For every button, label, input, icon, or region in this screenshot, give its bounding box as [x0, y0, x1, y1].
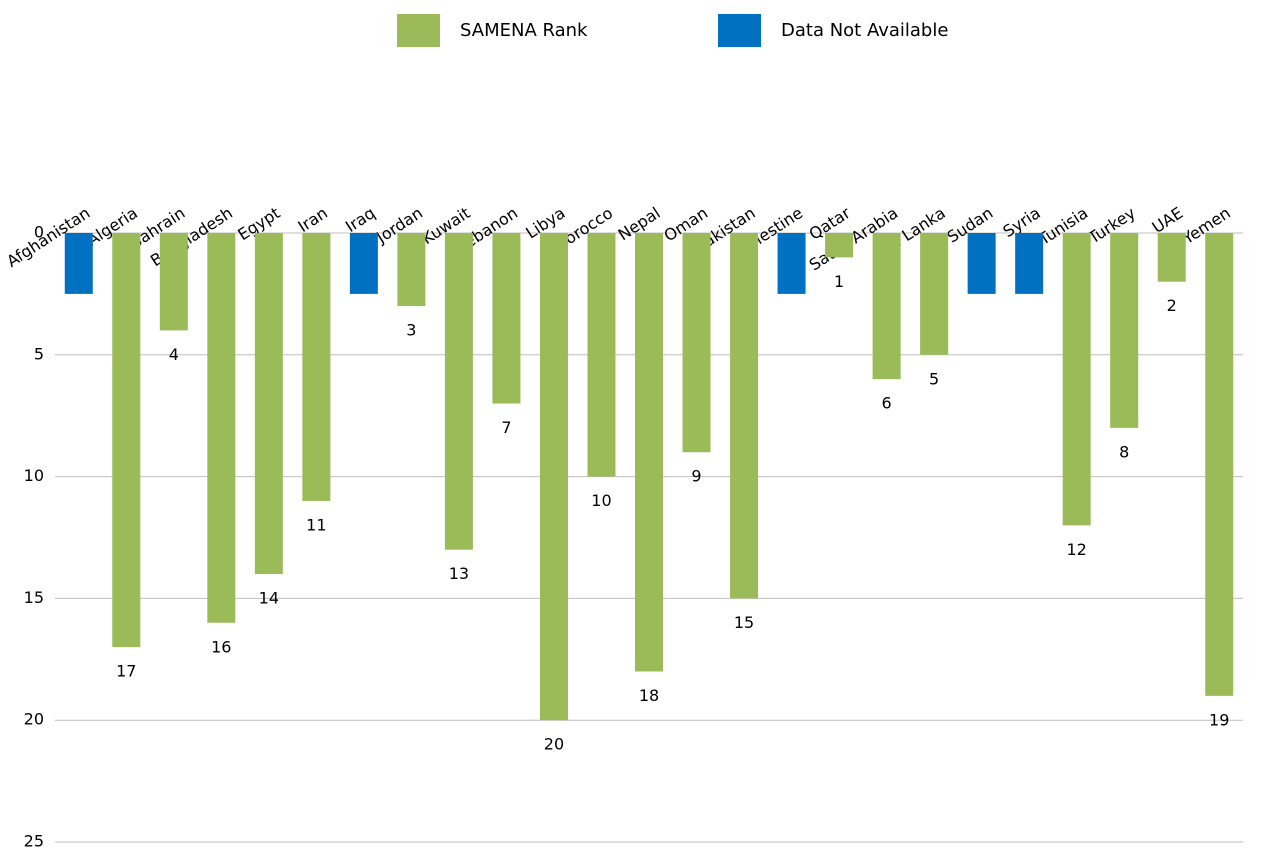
bar — [682, 233, 711, 453]
data-label: 2 — [1167, 296, 1177, 315]
bar — [635, 233, 663, 672]
bar — [967, 233, 996, 294]
data-label: 18 — [639, 686, 659, 705]
x-tick-label: Iran — [294, 203, 331, 236]
bar — [1157, 233, 1186, 282]
bar — [302, 233, 331, 501]
bar — [349, 233, 378, 294]
data-label: 14 — [259, 589, 279, 608]
y-tick-label: 10 — [24, 466, 44, 485]
bar — [1110, 233, 1139, 428]
y-tick-label: 20 — [24, 710, 44, 729]
data-label: 8 — [1119, 442, 1129, 461]
bar — [397, 233, 426, 307]
data-label: 9 — [691, 467, 701, 486]
y-tick-label: 0 — [34, 223, 44, 242]
data-label: 16 — [211, 637, 231, 656]
data-label: 12 — [1067, 540, 1087, 559]
bar — [444, 233, 473, 550]
bar — [64, 233, 93, 294]
data-label: 19 — [1209, 710, 1229, 729]
bar — [872, 233, 901, 380]
legend-label: Data Not Available — [781, 20, 948, 41]
bar — [587, 233, 616, 477]
bar — [920, 233, 949, 355]
bar — [254, 233, 283, 575]
legend-swatch — [718, 14, 761, 47]
bar — [730, 233, 759, 599]
bar — [492, 233, 521, 404]
data-label: 10 — [591, 491, 611, 510]
bar — [159, 233, 188, 331]
legend-swatch — [397, 14, 440, 47]
data-label: 17 — [116, 662, 136, 681]
data-label: 4 — [169, 345, 179, 364]
data-label: 3 — [406, 321, 416, 340]
bar — [1015, 233, 1044, 294]
bar — [112, 233, 141, 648]
bar — [825, 233, 854, 258]
data-label: 5 — [929, 369, 939, 388]
legend-label: SAMENA Rank — [460, 20, 588, 41]
bar — [539, 233, 568, 721]
data-label: 11 — [306, 515, 326, 534]
y-tick-label: 25 — [24, 832, 44, 851]
data-label: 1 — [834, 272, 844, 291]
bar — [777, 233, 806, 294]
data-label: 7 — [501, 418, 511, 437]
bar — [207, 233, 236, 623]
bar — [1205, 233, 1234, 696]
bar — [1062, 233, 1091, 526]
data-label: 6 — [882, 394, 892, 413]
data-label: 15 — [734, 613, 754, 632]
y-tick-label: 5 — [34, 344, 44, 363]
data-label: 20 — [544, 735, 564, 754]
data-label: 13 — [449, 564, 469, 583]
y-tick-label: 15 — [24, 588, 44, 607]
